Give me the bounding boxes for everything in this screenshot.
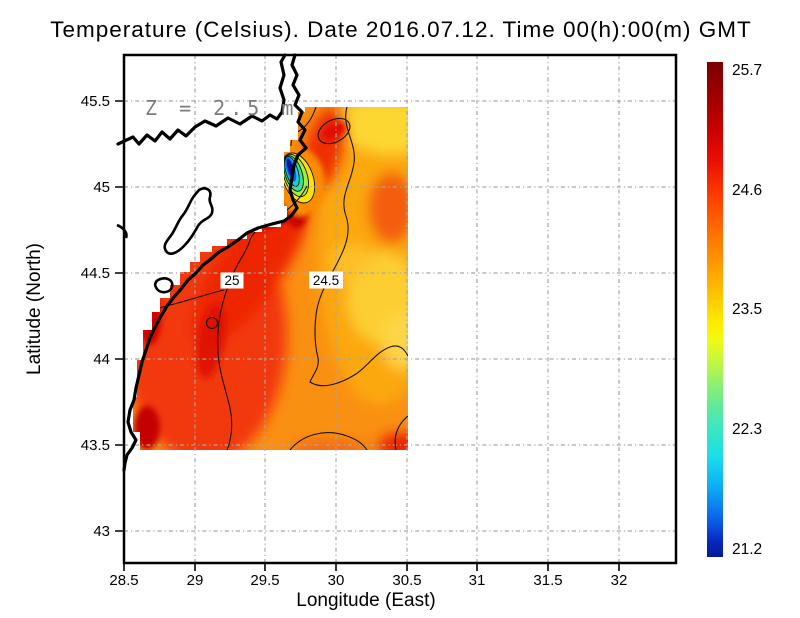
- plume-contour-ring: [284, 156, 300, 187]
- x-tick-label: 30.5: [392, 572, 421, 589]
- colorbar: 25.7 24.6 23.5 22.3 21.2: [707, 62, 762, 558]
- field-blob-darkred: [134, 406, 160, 450]
- x-tick-label: 31.5: [533, 572, 562, 589]
- field-blob: [290, 440, 370, 450]
- x-tick-label: 28.5: [109, 572, 138, 589]
- plume-contour-ring: [282, 153, 309, 198]
- field-blob: [330, 244, 374, 280]
- colorbar-label: 24.6: [732, 182, 762, 199]
- x-tick-label: 29: [187, 572, 204, 589]
- contour-red-tongue-ring: [317, 117, 351, 145]
- coastline: [116, 53, 308, 472]
- contour-top-corner: [290, 107, 317, 147]
- field-blob: [318, 107, 408, 405]
- gridlines-vertical: [194, 55, 620, 563]
- y-ticks: [115, 100, 124, 532]
- contour-bottom-hump: [289, 432, 368, 450]
- contour-bottom-right: [394, 415, 408, 450]
- colorbar-label: 22.3: [732, 421, 762, 438]
- contour-label-box-25: [220, 272, 244, 289]
- field-blob: [378, 433, 408, 450]
- x-tick-labels: 28.5 29 29.5 30 30.5 31 31.5 32: [109, 572, 627, 589]
- gridlines-horizontal: [124, 100, 676, 532]
- x-axis-title: Longitude (East): [296, 590, 435, 611]
- contour-small-ring: [205, 316, 219, 330]
- depth-annotation: Z = 2.5 m: [145, 96, 298, 120]
- contour-label-group: 25 24.5: [220, 271, 343, 289]
- contour-label-box-24-5: [309, 271, 343, 289]
- y-axis-title: Latitude (North): [24, 243, 45, 375]
- colorbar-label: 21.2: [732, 541, 762, 558]
- contour-label-24-5: 24.5: [313, 273, 339, 288]
- field-blob-darkred: [321, 121, 347, 141]
- y-tick-label: 43.5: [81, 437, 110, 454]
- x-tick-label: 32: [611, 572, 628, 589]
- gridlines: [124, 55, 676, 563]
- coastline-small-lake: [153, 277, 174, 294]
- field-blob: [368, 172, 408, 244]
- y-tick-label: 43: [93, 523, 110, 540]
- x-tick-label: 31: [469, 572, 486, 589]
- coastline-main: [116, 53, 308, 472]
- page-title: Temperature (Celsius). Date 2016.07.12. …: [50, 17, 752, 42]
- x-tick-label: 29.5: [250, 572, 279, 589]
- axis-ticks: [115, 100, 620, 571]
- field-blob: [382, 314, 408, 370]
- colorbar-label: 25.7: [732, 62, 762, 79]
- y-tick-labels: 45.5 45 44.5 44 43.5 43: [81, 93, 110, 540]
- contour-label-25: 25: [224, 273, 239, 288]
- contour-24-5-main: [309, 107, 408, 387]
- coastline-lagoon: [163, 187, 214, 255]
- x-tick-label: 30: [328, 572, 345, 589]
- x-ticks: [123, 563, 620, 571]
- y-tick-label: 44: [93, 351, 110, 368]
- field-blob: [340, 107, 396, 126]
- plot-frame: [122, 53, 678, 565]
- y-tick-label: 45.5: [81, 93, 110, 110]
- y-tick-label: 44.5: [81, 265, 110, 282]
- y-tick-label: 45: [93, 179, 110, 196]
- colorbar-gradient: [707, 62, 723, 557]
- colorbar-label: 23.5: [732, 301, 762, 318]
- plume-contour-ring: [283, 155, 304, 192]
